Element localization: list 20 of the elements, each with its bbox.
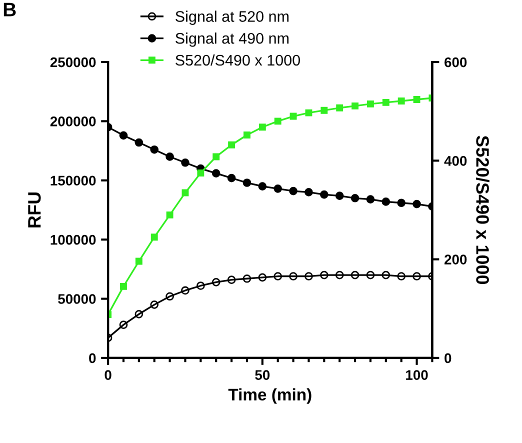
x-axis-title: Time (min): [228, 388, 312, 404]
x-tick-label: 100: [406, 370, 428, 380]
y-tick-label: 50000: [58, 294, 96, 304]
y2-tick-label: 200: [444, 254, 467, 264]
y2-tick-label: 600: [444, 57, 467, 68]
y-axis-title: RFU: [28, 192, 41, 228]
x-tick-label: 0: [104, 370, 112, 380]
legend-label: Signal at 520 nm: [176, 10, 289, 25]
y-tick-label: 0: [89, 353, 96, 364]
y2-tick-label: 400: [444, 156, 467, 166]
y-tick-label: 100000: [50, 234, 96, 245]
y-tick-label: 200000: [50, 116, 96, 126]
legend-label: Signal at 490 nm: [176, 32, 289, 47]
legend-label: S520/S490 x 1000: [176, 54, 300, 66]
text: B: [4, 2, 16, 16]
y-tick-label: 250000: [50, 57, 96, 68]
x-tick-label: 50: [255, 370, 270, 380]
y2-axis-title: S520/S490 x 1000: [476, 136, 490, 284]
y-tick-label: 150000: [50, 176, 96, 186]
y2-tick-label: 0: [444, 353, 452, 364]
